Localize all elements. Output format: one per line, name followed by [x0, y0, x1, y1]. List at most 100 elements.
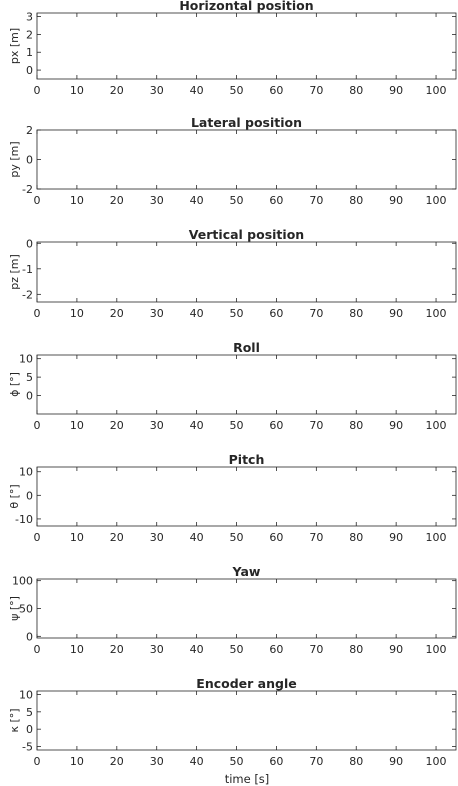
x-tick-label: 60 — [269, 307, 283, 320]
x-tick-label: 10 — [70, 531, 84, 544]
x-tick-label: 70 — [309, 307, 323, 320]
x-tick-label: 60 — [269, 643, 283, 656]
x-tick-label: 40 — [190, 194, 204, 207]
y-tick-label: -10 — [15, 513, 33, 526]
x-tick-label: 30 — [150, 419, 164, 432]
x-tick-label: 20 — [110, 307, 124, 320]
panel-title: Roll — [233, 340, 260, 355]
x-tick-label: 70 — [309, 531, 323, 544]
x-tick-label: 10 — [70, 419, 84, 432]
x-tick-label: 50 — [230, 531, 244, 544]
axes-box — [36, 241, 457, 303]
x-tick-label: 20 — [110, 84, 124, 97]
x-tick-label: 20 — [110, 194, 124, 207]
x-tick-label: 20 — [110, 755, 124, 768]
x-tick-label: 40 — [190, 307, 204, 320]
y-tick-label: 0 — [26, 154, 33, 167]
panel-title: Pitch — [229, 452, 265, 467]
axes-box — [36, 12, 457, 80]
panel-vertical-position: 0 10 20 30 40 50 60 70 80 90 100 -2 -1 0 Vertical posi… — [8, 227, 457, 320]
x-tick-label: 80 — [349, 419, 363, 432]
x-tick-label: 40 — [190, 643, 204, 656]
x-tick-label: 70 — [309, 419, 323, 432]
x-tick-label: 90 — [389, 643, 403, 656]
x-tick-label: 70 — [309, 194, 323, 207]
y-tick-label: 10 — [19, 353, 33, 366]
y-tick-label: -5 — [22, 741, 33, 754]
y-axis-label: κ [°] — [8, 708, 21, 732]
x-tick-label: 100 — [426, 194, 447, 207]
x-tick-label: 80 — [349, 531, 363, 544]
x-tick-label: 20 — [110, 531, 124, 544]
x-tick-label: 0 — [34, 755, 41, 768]
x-tick-label: 60 — [269, 419, 283, 432]
panel-title: Encoder angle — [196, 676, 296, 691]
y-axis-label: px [m] — [8, 28, 21, 64]
x-tick-label: 40 — [190, 84, 204, 97]
x-tick-label: 0 — [34, 531, 41, 544]
x-tick-label: 50 — [230, 307, 244, 320]
x-tick-label: 30 — [150, 755, 164, 768]
y-tick-label: 100 — [12, 575, 33, 588]
y-tick-label: -1 — [22, 263, 33, 276]
x-tick-label: 100 — [426, 755, 447, 768]
x-tick-label: 100 — [426, 419, 447, 432]
panel-horizontal-position: 0 10 20 30 40 50 60 70 80 90 100 0 1 2 3 Horizontal pos… — [8, 0, 457, 97]
axes-box — [36, 466, 457, 527]
x-tick-label: 50 — [230, 755, 244, 768]
y-tick-label: 10 — [19, 688, 33, 701]
x-tick-label: 30 — [150, 194, 164, 207]
x-tick-label: 30 — [150, 531, 164, 544]
x-tick-label: 10 — [70, 194, 84, 207]
axes-box — [36, 578, 457, 639]
x-tick-label: 100 — [426, 643, 447, 656]
y-tick-label: 2 — [26, 28, 33, 41]
x-tick-label: 20 — [110, 643, 124, 656]
y-axis-label: ϕ [°] — [8, 372, 21, 397]
panel-title: Horizontal position — [179, 0, 313, 13]
x-tick-label: 0 — [34, 643, 41, 656]
x-tick-label: 50 — [230, 84, 244, 97]
x-tick-label: 20 — [110, 419, 124, 432]
y-axis-label: pz [m] — [8, 254, 21, 290]
axes-box — [36, 129, 457, 190]
panel-yaw: 0 10 20 30 40 50 60 70 80 90 100 0 50 100 Yaw ψ [°] — [8, 564, 457, 656]
x-tick-label: 30 — [150, 84, 164, 97]
y-tick-label: 0 — [26, 630, 33, 643]
x-tick-label: 100 — [426, 84, 447, 97]
x-tick-label: 0 — [34, 419, 41, 432]
x-tick-label: 10 — [70, 643, 84, 656]
x-tick-label: 40 — [190, 531, 204, 544]
axes-box — [36, 354, 457, 415]
x-tick-label: 80 — [349, 84, 363, 97]
panel-roll: 0 10 20 30 40 50 60 70 80 90 100 0 5 10 Roll ϕ [°] — [8, 340, 457, 432]
x-tick-label: 0 — [34, 194, 41, 207]
x-tick-label: 70 — [309, 643, 323, 656]
y-tick-label: 0 — [26, 723, 33, 736]
y-tick-label: 3 — [26, 11, 33, 24]
x-tick-label: 80 — [349, 643, 363, 656]
x-tick-label: 100 — [426, 307, 447, 320]
y-tick-label: 0 — [26, 64, 33, 77]
x-tick-label: 10 — [70, 307, 84, 320]
y-tick-label: 5 — [26, 706, 33, 719]
x-tick-label: 80 — [349, 307, 363, 320]
y-tick-label: 0 — [26, 489, 33, 502]
x-tick-label: 60 — [269, 755, 283, 768]
x-tick-label: 90 — [389, 307, 403, 320]
y-tick-label: -2 — [22, 288, 33, 301]
x-tick-label: 30 — [150, 307, 164, 320]
x-tick-label: 90 — [389, 531, 403, 544]
y-tick-label: 5 — [26, 371, 33, 384]
y-tick-label: -2 — [22, 183, 33, 196]
x-tick-label: 70 — [309, 84, 323, 97]
x-tick-label: 50 — [230, 643, 244, 656]
y-axis-label: ψ [°] — [8, 596, 21, 621]
y-tick-label: 0 — [26, 390, 33, 403]
y-tick-label: 2 — [26, 124, 33, 137]
x-tick-label: 50 — [230, 194, 244, 207]
